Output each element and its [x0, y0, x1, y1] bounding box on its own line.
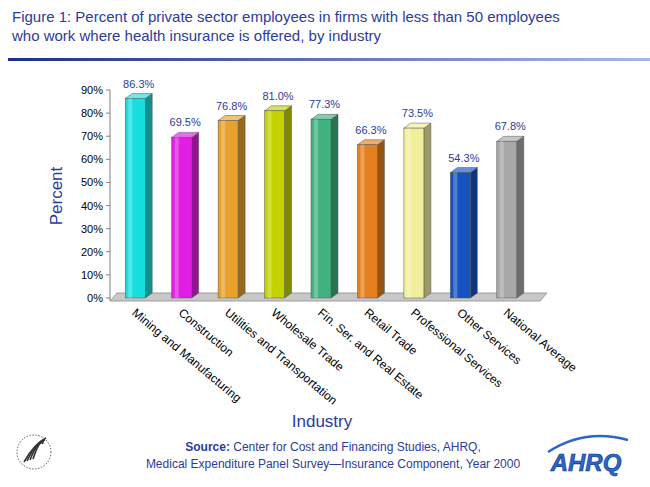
bar [357, 145, 377, 298]
bar-group [404, 123, 431, 298]
bar-highlight [268, 111, 272, 298]
source-text: Center for Cost and Financing Studies, A… [230, 440, 481, 454]
bar [404, 128, 424, 298]
bar-top [125, 94, 152, 99]
bar-highlight [314, 119, 318, 298]
bar-highlight [500, 141, 504, 298]
y-tick-label: 50% [81, 176, 103, 188]
page: Figure 1: Percent of private sector empl… [0, 0, 650, 487]
y-tick-label: 60% [81, 153, 103, 165]
y-tick-label: 90% [81, 84, 103, 96]
logo-stroke [27, 440, 45, 461]
category-label: National Average [501, 306, 580, 376]
y-tick-label: 80% [81, 107, 103, 119]
bar-side [331, 114, 338, 298]
bar-highlight [453, 173, 457, 298]
bar-group [357, 140, 384, 298]
bar-group [311, 114, 338, 298]
y-tick-label: 20% [81, 246, 103, 258]
y-tick-label: 30% [81, 223, 103, 235]
logo-stroke [24, 438, 46, 462]
data-label: 54.3% [448, 152, 479, 164]
bar-highlight [128, 99, 132, 298]
data-label: 69.5% [170, 116, 201, 128]
bar-side [517, 136, 524, 298]
data-label: 81.0% [262, 90, 293, 102]
y-tick [106, 228, 110, 229]
y-tick [106, 159, 110, 160]
y-tick [106, 205, 110, 206]
data-label: 76.8% [216, 100, 247, 112]
category-label: Fin. Ser. and Real Estate [315, 306, 426, 403]
bar-highlight [175, 137, 179, 298]
bar-highlight [360, 145, 364, 298]
x-axis-title: Industry [292, 412, 353, 431]
bar-top [357, 140, 384, 145]
bar-top [450, 168, 477, 173]
title: Figure 1: Percent of private sector empl… [12, 7, 572, 45]
data-label: 66.3% [355, 124, 386, 136]
bar [125, 99, 145, 298]
bar-side [377, 140, 384, 298]
source-note: Source: Center for Cost and Financing St… [185, 440, 480, 454]
bar-side [470, 168, 477, 298]
bar-group [172, 132, 199, 298]
bar [497, 141, 517, 298]
y-axis-title: Percent [47, 166, 66, 225]
bar-side [192, 132, 199, 298]
y-tick [106, 90, 110, 91]
y-tick-label: 0% [87, 292, 103, 304]
bar-group [450, 168, 477, 298]
source-label: Source: [185, 440, 230, 454]
logo-ring [17, 435, 51, 469]
data-label: 73.5% [402, 107, 433, 119]
logo-stroke [30, 442, 44, 460]
y-tick [106, 298, 110, 299]
bar-top [265, 106, 292, 111]
bar-top [172, 132, 199, 137]
y-tick-label: 10% [81, 269, 103, 281]
data-label: 67.8% [495, 120, 526, 132]
bar-highlight [407, 128, 411, 298]
y-tick [106, 251, 110, 252]
y-axis [110, 90, 111, 301]
bar-side [238, 116, 245, 298]
bar-side [145, 94, 152, 298]
bar-group [218, 116, 245, 298]
bar-top [311, 114, 338, 119]
y-tick [106, 274, 110, 275]
y-tick [106, 182, 110, 183]
category-label: Professional Services [408, 306, 505, 391]
chart: 0% 10% 20% 30% 40% 50% 60% 70% 80% 90% 86.3% 69.5% 7… [0, 0, 650, 487]
bar [311, 119, 331, 298]
bar [172, 137, 192, 298]
bar [265, 111, 285, 298]
y-tick [106, 136, 110, 137]
y-tick [106, 113, 110, 114]
y-tick-label: 40% [81, 200, 103, 212]
bar-side [424, 123, 431, 298]
bar-top [497, 136, 524, 141]
bars [125, 94, 524, 298]
bar-top [404, 123, 431, 128]
bar [218, 121, 238, 298]
bar-top [218, 116, 245, 121]
bar-side [285, 106, 292, 298]
bar-group [497, 136, 524, 298]
ahrq-logo: AHRQ [550, 449, 622, 476]
bar [450, 173, 470, 298]
title-rule [8, 58, 650, 61]
y-tick-label: 70% [81, 130, 103, 142]
data-label: 77.3% [309, 98, 340, 110]
hhs-logo [17, 435, 51, 469]
logo-stroke [33, 443, 43, 459]
data-label: 86.3% [123, 78, 154, 90]
source-note: Medical Expenditure Panel Survey—Insuran… [146, 457, 521, 471]
category-label: Mining and Manufacturing [129, 306, 244, 405]
bar-group [125, 94, 152, 298]
bar-group [265, 106, 292, 298]
bar-highlight [221, 121, 225, 298]
